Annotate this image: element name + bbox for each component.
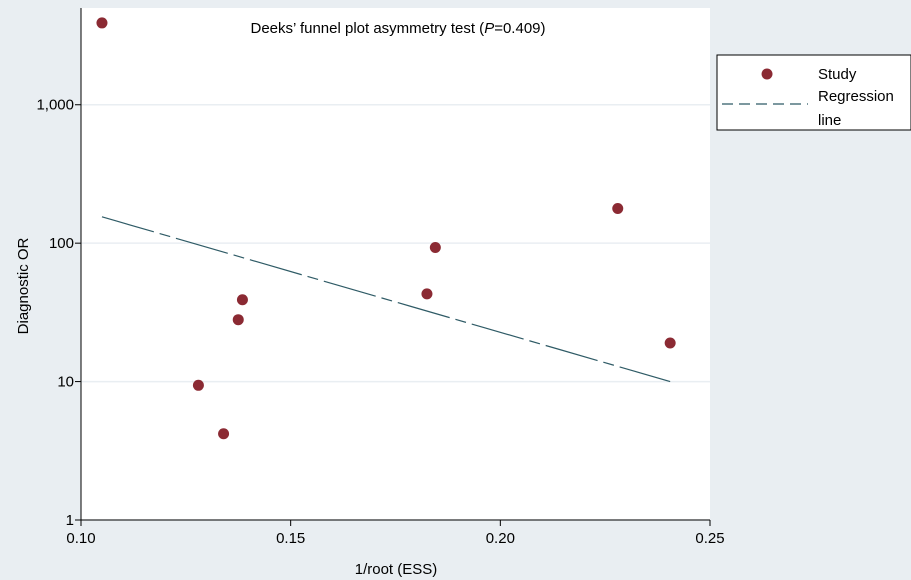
x-axis-title: 1/root (ESS) — [355, 561, 438, 578]
legend-box — [716, 54, 911, 131]
chart-marks — [96, 17, 676, 440]
x-tick-label: 0.20 — [486, 530, 515, 547]
study-point — [192, 379, 204, 391]
study-point — [232, 314, 244, 326]
axes: 1 10 100 1,000 0.10 0.15 0.20 0.25 — [36, 8, 725, 547]
legend-label-regression-line1: Regression — [818, 88, 894, 105]
x-tick-label: 0.10 — [66, 530, 95, 547]
study-point — [612, 203, 624, 215]
y-tick-label: 1 — [66, 512, 74, 529]
x-tick-label: 0.25 — [695, 530, 724, 547]
title-p-italic: P — [484, 20, 494, 37]
title-suffix: =0.409) — [494, 20, 545, 37]
study-point — [96, 17, 108, 29]
plot-area — [81, 8, 710, 520]
study-point — [236, 294, 248, 306]
regression-line — [101, 216, 671, 383]
legend: Study Regression line — [716, 54, 911, 131]
study-point — [421, 288, 433, 300]
study-point — [664, 337, 676, 349]
chart-title: Deeks’ funnel plot asymmetry test (P=0.4… — [250, 20, 545, 37]
study-point — [218, 428, 230, 440]
legend-marker-study — [761, 68, 773, 80]
legend-label-regression-line2: line — [818, 112, 841, 129]
title-prefix: Deeks’ funnel plot asymmetry test ( — [250, 20, 484, 37]
study-point — [429, 242, 441, 254]
legend-label-study: Study — [818, 66, 857, 83]
y-tick-label: 1,000 — [36, 97, 74, 114]
y-tick-label: 100 — [49, 235, 74, 252]
y-tick-label: 10 — [57, 374, 74, 391]
legend-label-regression: Regression line — [818, 88, 894, 129]
x-tick-label: 0.15 — [276, 530, 305, 547]
y-axis-title: Diagnostic OR — [15, 237, 32, 334]
